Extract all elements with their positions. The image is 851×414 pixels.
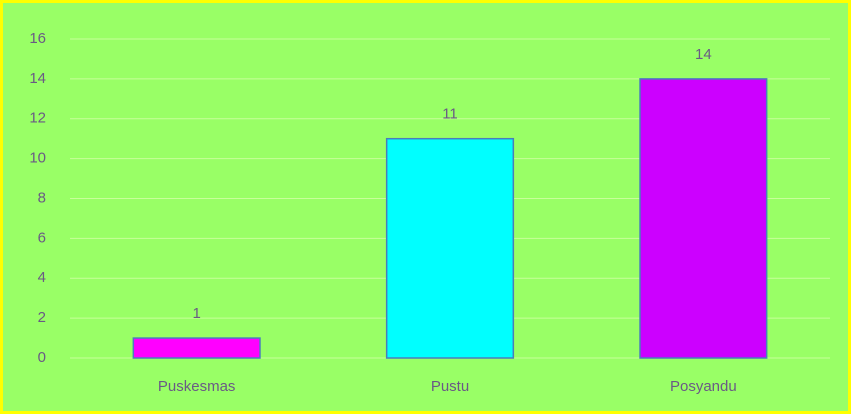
value-label: 14 [695,46,712,63]
value-label: 1 [192,305,200,322]
y-tick-label: 10 [29,150,46,167]
y-tick-label: 16 [29,30,46,47]
y-tick-label: 6 [38,229,46,246]
bar [639,78,768,359]
y-tick-label: 0 [38,349,46,366]
bar [385,137,515,359]
y-tick-label: 12 [29,110,46,127]
x-tick-label: Pustu [431,378,469,395]
y-tick-label: 8 [38,189,46,206]
y-tick-label: 14 [29,70,46,87]
y-tick-label: 2 [38,309,46,326]
value-label: 11 [442,106,458,123]
y-tick-label: 4 [38,269,46,286]
bar [132,337,261,359]
x-tick-label: Puskesmas [158,378,236,395]
x-tick-label: Posyandu [670,378,737,395]
